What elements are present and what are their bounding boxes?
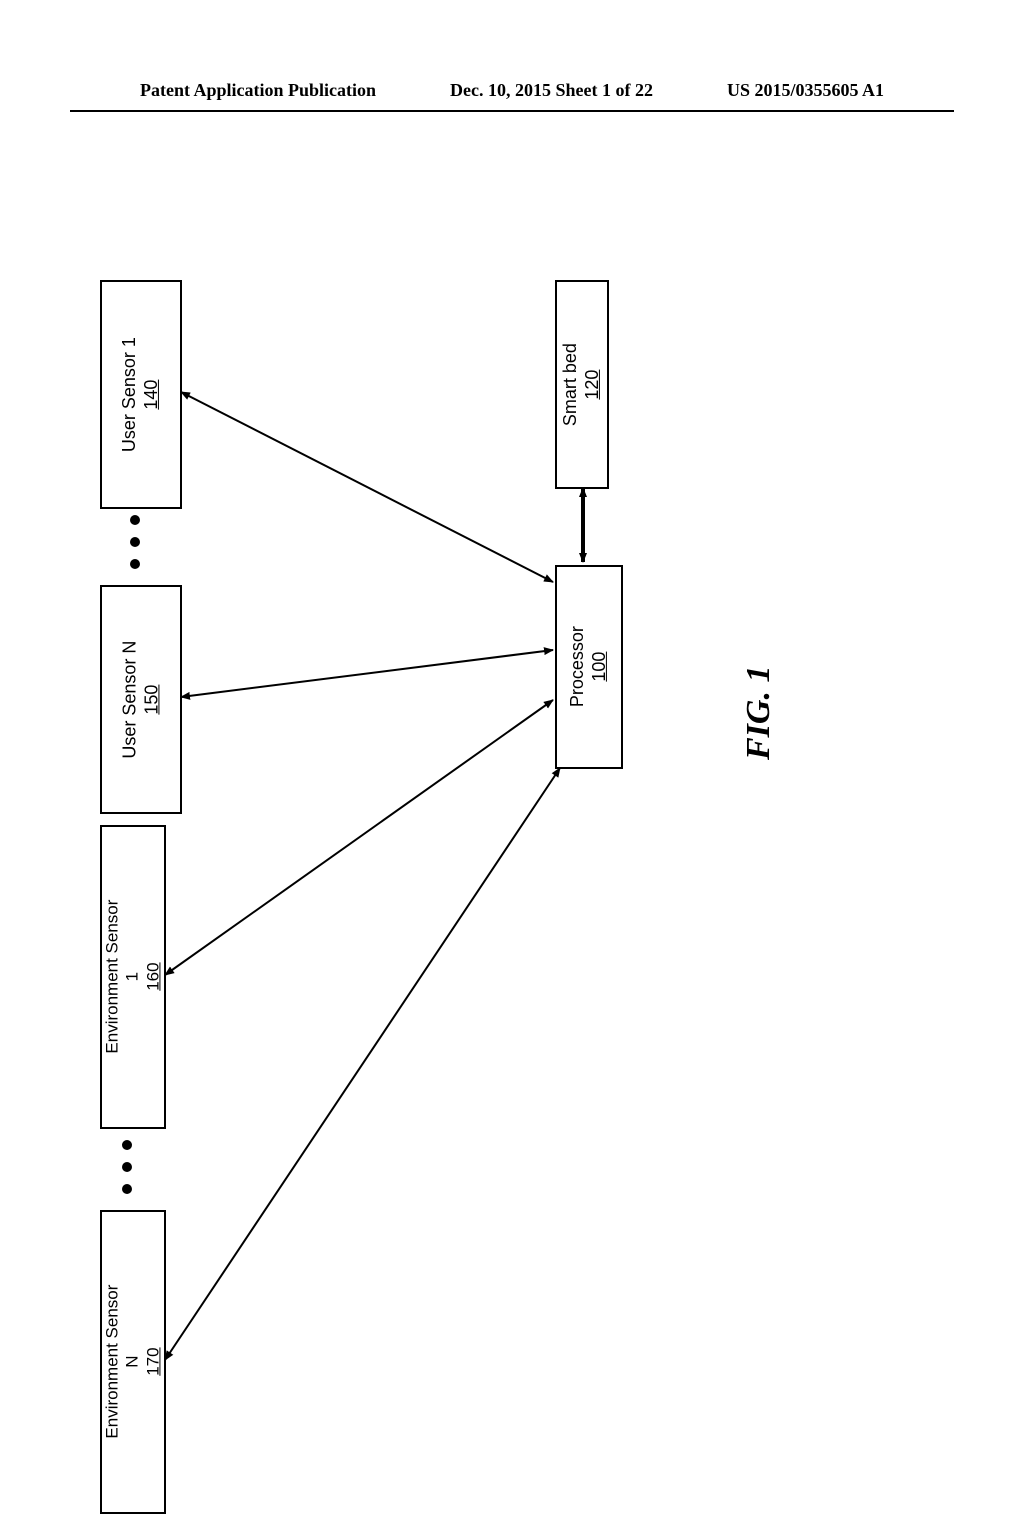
dot-icon — [122, 1140, 132, 1150]
edge-envsensor1-processor — [165, 700, 553, 975]
page-header: Patent Application Publication Dec. 10, … — [0, 80, 1024, 101]
node-env-sensor-1-ref: 160 — [143, 963, 162, 991]
ellipsis-user-sensors — [130, 515, 140, 569]
node-smart-bed: Smart bed 120 — [555, 280, 609, 489]
dot-icon — [130, 559, 140, 569]
figure-1-diagram: User Sensor 1 140 User Sensor N 150 Envi… — [100, 280, 820, 980]
dot-icon — [130, 537, 140, 547]
node-env-sensor-n-label-line2: N — [123, 1356, 142, 1368]
ellipsis-env-sensors — [122, 1140, 132, 1194]
dot-icon — [130, 515, 140, 525]
node-env-sensor-n-ref: 170 — [143, 1348, 162, 1376]
header-left: Patent Application Publication — [140, 80, 376, 101]
node-user-sensor-1-label: User Sensor 1 — [119, 337, 139, 452]
node-smart-bed-label: Smart bed — [560, 343, 580, 426]
dot-icon — [122, 1184, 132, 1194]
arrows-layer — [100, 280, 820, 1520]
node-smart-bed-ref: 120 — [582, 369, 602, 399]
node-processor: Processor 100 — [555, 565, 623, 769]
node-user-sensor-1-ref: 140 — [141, 379, 161, 409]
node-env-sensor-n-label-line1: Environment Sensor — [102, 1285, 121, 1439]
edge-usersensorn-processor — [181, 650, 553, 697]
node-user-sensor-1: User Sensor 1 140 — [100, 280, 182, 509]
edge-envsensorn-processor — [165, 768, 560, 1360]
edge-usersensor1-processor — [181, 392, 553, 582]
dot-icon — [122, 1162, 132, 1172]
node-env-sensor-1-label-line1: Environment Sensor — [102, 900, 121, 1054]
node-processor-label: Processor — [567, 626, 587, 707]
node-processor-ref: 100 — [589, 652, 609, 682]
header-center: Dec. 10, 2015 Sheet 1 of 22 — [450, 80, 653, 101]
header-divider — [70, 110, 954, 112]
node-env-sensor-n: Environment Sensor N 170 — [100, 1210, 166, 1514]
node-user-sensor-n: User Sensor N 150 — [100, 585, 182, 814]
page: Patent Application Publication Dec. 10, … — [0, 0, 1024, 1320]
node-env-sensor-1: Environment Sensor 1 160 — [100, 825, 166, 1129]
header-right: US 2015/0355605 A1 — [727, 80, 884, 101]
figure-label: FIG. 1 — [740, 666, 778, 760]
node-env-sensor-1-label-line2: 1 — [123, 972, 142, 981]
node-user-sensor-n-ref: 150 — [141, 684, 161, 714]
node-user-sensor-n-label: User Sensor N — [119, 640, 139, 758]
